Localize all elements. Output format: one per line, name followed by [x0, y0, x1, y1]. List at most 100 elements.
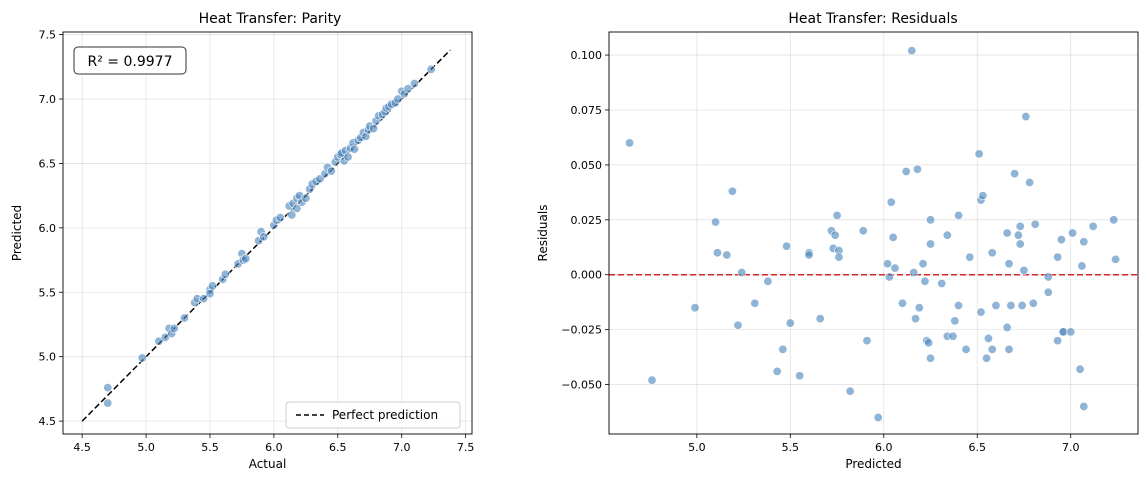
residuals-x-tick-label: 7.0: [1062, 441, 1080, 454]
residuals-data-point: [1043, 272, 1053, 282]
residuals-data-point: [873, 413, 883, 423]
legend-entry-perfect-prediction: Perfect prediction: [332, 408, 438, 422]
residuals-data-point: [954, 300, 964, 310]
residuals-y-tick-label: 0.075: [571, 104, 603, 117]
residuals-data-point: [1075, 364, 1085, 374]
residuals-data-point: [1021, 112, 1031, 122]
residuals-data-point: [1079, 237, 1089, 247]
residuals-data-point: [937, 279, 947, 289]
residuals-data-point: [897, 298, 907, 308]
residuals-data-point: [883, 259, 893, 269]
parity-data-point: [259, 232, 269, 242]
residuals-data-point: [1079, 402, 1089, 412]
residuals-y-tick-label: 0.100: [571, 49, 603, 62]
parity-y-tick-label: 5.5: [39, 286, 57, 299]
residuals-data-point: [1077, 261, 1087, 271]
residuals-data-point: [1066, 327, 1076, 337]
residuals-data-point: [976, 307, 986, 317]
residuals-data-point: [834, 252, 844, 262]
residuals-data-point: [690, 303, 700, 313]
residuals-data-point: [858, 226, 868, 236]
residuals-data-point: [954, 210, 964, 220]
parity-data-point: [179, 313, 189, 323]
parity-data-point: [326, 166, 336, 176]
parity-data-point: [287, 210, 297, 220]
residuals-data-point: [778, 344, 788, 354]
residuals-data-point: [1028, 298, 1038, 308]
r2-annotation: R² = 0.9977: [73, 46, 187, 75]
residuals-y-tick-label: 0.050: [571, 159, 603, 172]
residuals-data-point: [926, 353, 936, 363]
parity-x-axis-label: Actual: [249, 457, 287, 471]
residuals-data-point: [625, 138, 635, 148]
residuals-data-point: [1004, 259, 1014, 269]
parity-x-tick-label: 4.5: [73, 441, 91, 454]
parity-y-tick-label: 4.5: [39, 415, 57, 428]
residuals-x-tick-label: 6.0: [875, 441, 893, 454]
residuals-x-tick-label: 5.0: [688, 441, 706, 454]
residuals-data-point: [982, 353, 992, 363]
residuals-data-point: [1058, 327, 1068, 337]
residuals-data-point: [912, 164, 922, 174]
residuals-data-point: [832, 210, 842, 220]
residuals-data-point: [978, 191, 988, 201]
residuals-data-point: [1068, 228, 1078, 238]
residuals-data-point: [965, 252, 975, 262]
residuals-data-point: [907, 46, 917, 56]
parity-data-point: [403, 84, 413, 94]
residuals-data-point: [785, 318, 795, 328]
residuals-x-tick-label: 6.5: [968, 441, 986, 454]
residuals-data-point: [727, 186, 737, 196]
residuals-data-point: [1019, 265, 1029, 275]
residuals-data-point: [909, 268, 919, 278]
residuals-data-point: [750, 298, 760, 308]
residuals-data-point: [987, 248, 997, 258]
residuals-data-point: [920, 276, 930, 286]
parity-data-point: [220, 269, 230, 279]
parity-data-point: [137, 353, 147, 363]
residuals-data-point: [1017, 300, 1027, 310]
residuals-data-point: [1010, 169, 1020, 179]
parity-data-point: [103, 383, 113, 393]
residuals-data-point: [722, 250, 732, 260]
residuals-data-point: [733, 320, 743, 330]
parity-axes-frame: [62, 31, 473, 435]
residuals-data-point: [942, 230, 952, 240]
parity-x-tick-label: 7.5: [457, 441, 475, 454]
residuals-data-point: [926, 215, 936, 225]
residuals-data-point: [983, 333, 993, 343]
residuals-data-point: [914, 303, 924, 313]
residuals-y-tick-label: 0.000: [571, 269, 603, 282]
parity-data-point: [292, 204, 302, 214]
residuals-data-point: [815, 314, 825, 324]
residuals-data-point: [1004, 344, 1014, 354]
residuals-data-point: [1053, 252, 1063, 262]
parity-data-point: [205, 289, 215, 299]
residuals-data-point: [1056, 235, 1066, 245]
residuals-data-point: [782, 241, 792, 251]
residuals-data-point: [918, 259, 928, 269]
residuals-data-point: [772, 366, 782, 376]
residuals-plot: Heat Transfer: Residuals 5.0 5.5 6.0 6.5 7.0…: [536, 11, 1139, 471]
residuals-data-point: [926, 239, 936, 249]
parity-data-point: [409, 79, 419, 89]
residuals-data-point: [1111, 254, 1121, 264]
residuals-data-point: [737, 268, 747, 278]
parity-y-axis-label: Predicted: [10, 205, 24, 261]
residuals-data-point: [1109, 215, 1119, 225]
parity-plot: Heat Transfer: Parity 4.5 5.0 5.5 6.0 6.5 7.0…: [10, 11, 474, 471]
residuals-data-point: [886, 197, 896, 207]
residuals-data-point: [1013, 230, 1023, 240]
residuals-data-point: [763, 276, 773, 286]
residuals-title: Heat Transfer: Residuals: [788, 11, 957, 27]
parity-x-tick-label: 6.5: [329, 441, 347, 454]
residuals-data-point: [1002, 322, 1012, 332]
residuals-data-point: [1002, 228, 1012, 238]
residuals-data-point: [1043, 287, 1053, 297]
parity-data-point: [349, 144, 359, 154]
parity-data-point: [426, 64, 436, 74]
residuals-x-axis-label: Predicted: [845, 457, 901, 471]
residuals-y-tick-label: 0.025: [571, 214, 603, 227]
residuals-data-point: [830, 230, 840, 240]
residuals-data-point: [974, 149, 984, 159]
